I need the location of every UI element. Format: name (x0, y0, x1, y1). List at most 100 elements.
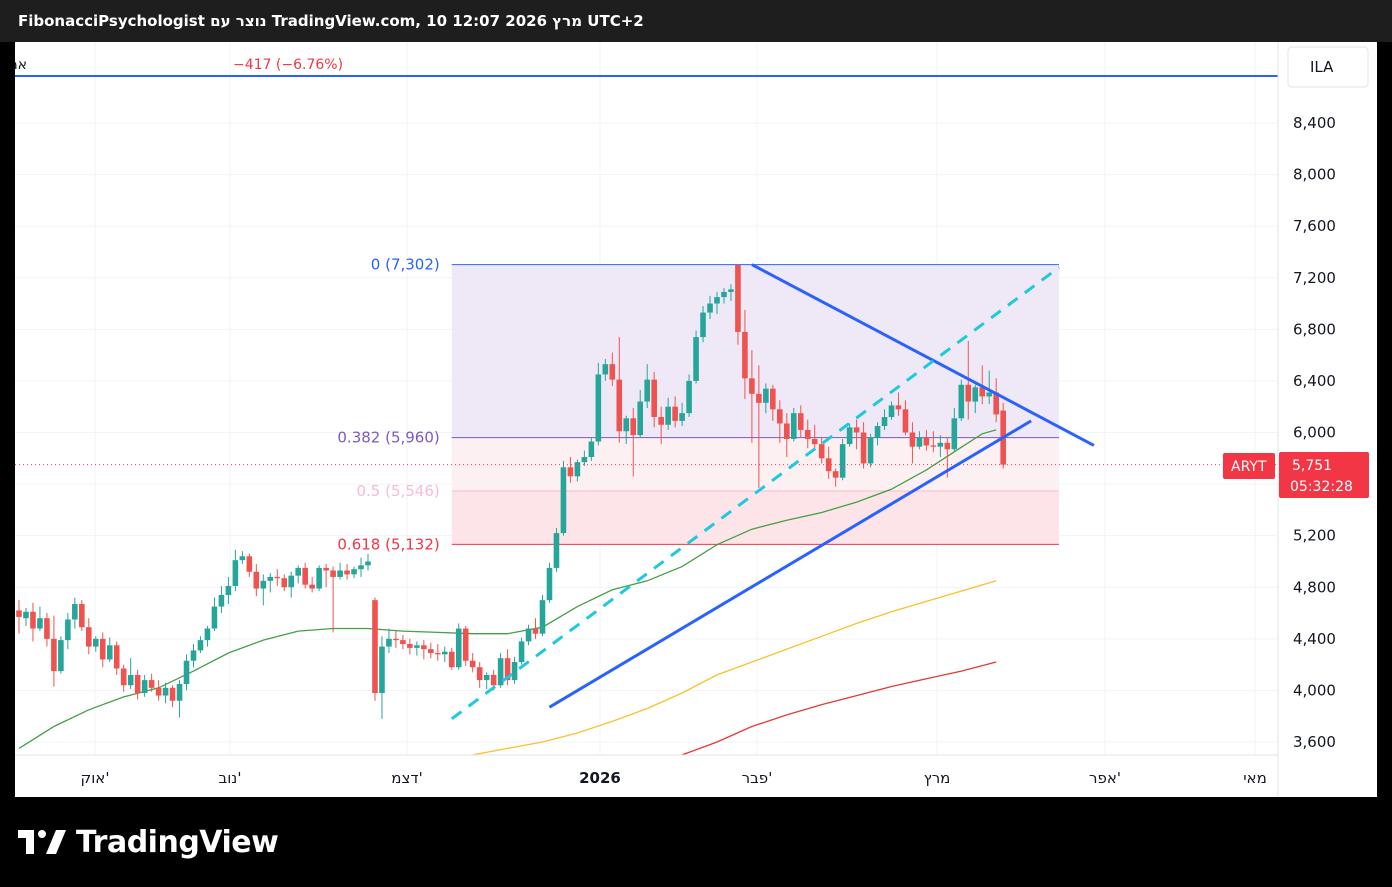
candle-body (616, 379, 623, 432)
price-tick-label: 7,600 (1293, 217, 1336, 235)
currency-button[interactable] (1287, 46, 1369, 88)
candle-body (99, 638, 106, 660)
candle-body (79, 604, 85, 628)
price-chart[interactable]: 0 (7,302) 0.382 (5,960) 0.5 (5,546) 0.618 (… (0, 42, 1377, 797)
fib-zone-0-382 (451, 264, 1060, 438)
candle-body (623, 418, 630, 432)
candle-body (923, 437, 930, 446)
candle-body (860, 432, 867, 464)
price-tick-label: 6,800 (1293, 320, 1336, 338)
candle-body (895, 405, 902, 410)
candle-body (518, 641, 525, 663)
tradingview-logo[interactable]: TradingView (18, 822, 279, 862)
candle-body (316, 567, 322, 589)
candle-body (225, 585, 232, 595)
candle-body (44, 618, 50, 639)
candle-body (190, 650, 197, 661)
candle-body (113, 645, 120, 669)
candle-body (804, 429, 811, 439)
bar-countdown: 05:32:28 (1290, 479, 1353, 495)
ticker-tag (1223, 453, 1275, 479)
candle-body (183, 660, 190, 684)
candle-body (881, 417, 888, 427)
candle-body (358, 565, 364, 570)
candle-body (888, 405, 895, 418)
candle-body (246, 556, 253, 572)
candle-body (260, 580, 267, 589)
candle-body (421, 645, 427, 650)
candle-body (818, 444, 825, 459)
candle-body (337, 570, 343, 577)
candle-body (86, 627, 92, 647)
candle-body (728, 289, 734, 292)
candle-body (707, 303, 713, 313)
candle-body (979, 387, 986, 397)
candle-body (539, 600, 546, 634)
fib-level-label: 0.5 (5,546) (356, 482, 439, 500)
fib-level-label: 0 (7,302) (371, 256, 440, 274)
ticker-label: ARYT (1231, 459, 1267, 475)
candle-body (407, 643, 413, 648)
candle-body (274, 576, 281, 579)
candle-body (965, 384, 972, 402)
tradingview-logo-icon (18, 830, 66, 854)
candle-body (504, 658, 511, 681)
candle-body (588, 441, 595, 458)
candle-body (714, 297, 720, 304)
candle-body (148, 680, 155, 688)
candle-body (672, 406, 678, 421)
candle-body (379, 646, 385, 693)
upper-trendline[interactable] (751, 263, 1095, 447)
candle-body (763, 388, 769, 403)
candle-body (679, 413, 685, 421)
price-tick-label: 4,800 (1293, 578, 1336, 596)
candle-body (630, 418, 637, 436)
candle-body (127, 674, 134, 686)
candle-body (344, 570, 350, 575)
candle-body (462, 628, 469, 661)
candle-body (400, 640, 406, 644)
candle-body (141, 680, 148, 693)
price-tick-label: 4,000 (1293, 681, 1336, 699)
fib-zone-5-618 (451, 491, 1060, 545)
time-tick-label: 2026 (579, 769, 621, 787)
candle-body (902, 409, 909, 433)
candle-body (567, 467, 574, 477)
price-axis-ticks: 8,4008,0007,6007,2006,8006,4006,0005,600… (1293, 114, 1336, 751)
candle-body (784, 423, 790, 439)
candle-body (937, 442, 944, 447)
candle-body (574, 462, 581, 477)
candle-body (874, 426, 881, 438)
candle-body (483, 674, 490, 681)
candle-body (951, 418, 958, 450)
price-tick-label: 3,600 (1293, 733, 1336, 751)
candle-body (211, 606, 218, 629)
candle-body (853, 427, 860, 433)
candle-body (693, 337, 699, 381)
candle-body (323, 567, 329, 571)
candle-body (253, 571, 260, 589)
trendline-drawings (450, 263, 1095, 720)
candle-body (658, 417, 664, 425)
chart-area[interactable]: 0 (7,302) 0.382 (5,960) 0.5 (5,546) 0.618 (… (0, 42, 1377, 797)
candle-body (281, 578, 288, 588)
candle-body (581, 457, 588, 463)
candle-body (65, 619, 71, 641)
candle-body (176, 683, 183, 701)
dashed-trendline[interactable] (450, 266, 1060, 720)
candle-body (553, 533, 560, 568)
candle-body (867, 437, 874, 464)
lower-trendline[interactable] (548, 419, 1032, 709)
candle-body (92, 638, 99, 647)
time-tick-label: אפר' (1089, 769, 1121, 787)
candle-body (448, 651, 455, 668)
candle-body (644, 379, 650, 402)
candle-body (811, 438, 818, 445)
candle-body (372, 600, 378, 693)
candle-body (651, 379, 657, 418)
candle-body (106, 645, 113, 660)
candle-body (295, 567, 301, 576)
tradingview-brand: TradingView (76, 824, 279, 860)
fib-level-label: 0.382 (5,960) (337, 429, 439, 447)
candle-body (23, 611, 29, 619)
